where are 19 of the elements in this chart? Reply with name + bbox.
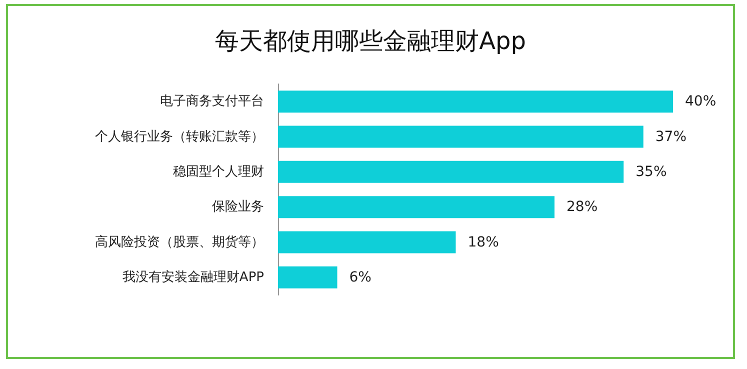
data-label: 35% xyxy=(636,164,667,180)
y-tick-label: 我没有安装金融理财APP xyxy=(122,268,264,285)
data-label: 40% xyxy=(685,94,716,110)
y-tick-label: 保险业务 xyxy=(212,200,264,215)
data-label: 18% xyxy=(468,234,499,250)
bar xyxy=(278,126,644,148)
bar xyxy=(278,160,624,183)
bar xyxy=(278,266,338,288)
data-label: 37% xyxy=(655,128,686,145)
data-label: 6% xyxy=(349,269,372,286)
y-tick-label: 电子商务支付平台 xyxy=(160,94,264,110)
bar xyxy=(278,90,673,113)
bar xyxy=(278,231,456,254)
y-tick-label: 稳固型个人理财 xyxy=(173,164,264,180)
bar xyxy=(278,196,554,218)
y-tick-label: 高风险投资（股票、期货等） xyxy=(95,234,264,250)
chart-title: 每天都使用哪些金融理财App xyxy=(215,27,526,55)
y-tick-label: 个人银行业务（转账汇款等） xyxy=(95,129,264,144)
data-label: 28% xyxy=(566,199,598,216)
